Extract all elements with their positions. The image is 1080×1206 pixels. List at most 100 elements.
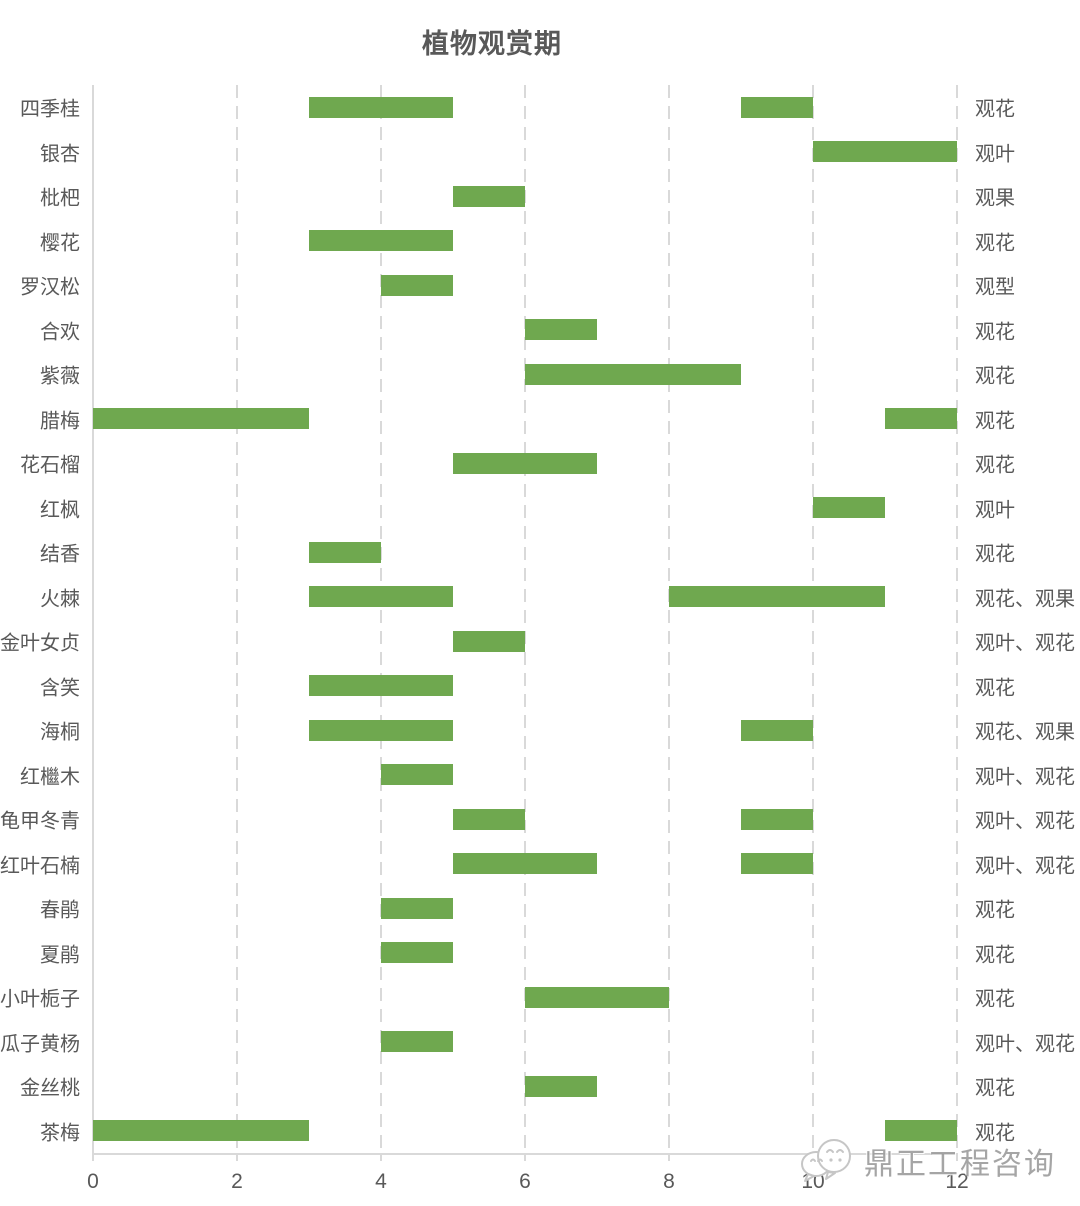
- x-tick-label: 6: [519, 1170, 531, 1193]
- x-tick-label: 4: [375, 1170, 387, 1193]
- ornamental-type-label: 观叶: [975, 143, 1015, 166]
- period-bar: [741, 96, 813, 118]
- plant-name-label: 瓜子黄杨: [0, 1033, 80, 1056]
- plant-name-label: 红叶石楠: [0, 855, 80, 878]
- x-tick-label: 0: [87, 1170, 99, 1193]
- plant-name-label: 金丝桃: [20, 1077, 80, 1100]
- period-bar: [453, 853, 597, 875]
- period-bar: [741, 808, 813, 830]
- gridline: [812, 85, 814, 1153]
- ornamental-type-label: 观叶、观花: [975, 632, 1075, 655]
- gridline: [956, 85, 958, 1153]
- x-tick-label: 8: [663, 1170, 675, 1193]
- plant-name-label: 花石榴: [20, 454, 80, 477]
- axis-tick: [956, 1153, 958, 1161]
- ornamental-type-label: 观花: [975, 321, 1015, 344]
- plant-name-label: 银杏: [40, 143, 80, 166]
- ornamental-type-label: 观花: [975, 1077, 1015, 1100]
- ornamental-type-label: 观花: [975, 454, 1015, 477]
- period-bar: [381, 1031, 453, 1053]
- gridline: [236, 85, 238, 1153]
- plant-name-label: 红枫: [40, 499, 80, 522]
- plant-name-label: 腊梅: [40, 410, 80, 433]
- plant-name-label: 夏鹃: [40, 944, 80, 967]
- x-axis-line: [92, 1153, 958, 1155]
- ornamental-type-label: 观型: [975, 276, 1015, 299]
- period-bar: [309, 230, 453, 252]
- plant-name-label: 合欢: [40, 321, 80, 344]
- period-bar: [453, 185, 525, 207]
- plant-name-label: 春鹃: [40, 899, 80, 922]
- plant-name-label: 结香: [40, 543, 80, 566]
- period-bar: [381, 897, 453, 919]
- x-tick-label: 12: [945, 1170, 969, 1193]
- period-bar: [453, 630, 525, 652]
- ornamental-type-label: 观果: [975, 187, 1015, 210]
- chart-title: 植物观赏期: [422, 29, 562, 59]
- period-bar: [813, 497, 885, 519]
- ornamental-type-label: 观花、观果: [975, 721, 1075, 744]
- plant-name-label: 金叶女贞: [0, 632, 80, 655]
- plant-name-label: 小叶栀子: [0, 988, 80, 1011]
- company-logo-icon: [801, 1139, 851, 1182]
- period-bar: [381, 942, 453, 964]
- ornamental-type-label: 观叶、观花: [975, 766, 1075, 789]
- gridline: [524, 85, 526, 1153]
- period-bar: [93, 1120, 309, 1142]
- axis-tick: [524, 1153, 526, 1161]
- period-bar: [381, 764, 453, 786]
- gridline: [92, 85, 94, 1153]
- plant-name-label: 紫薇: [40, 365, 80, 388]
- period-bar: [525, 1075, 597, 1097]
- axis-tick: [92, 1153, 94, 1161]
- plant-name-label: 红檵木: [20, 766, 80, 789]
- period-bar: [381, 274, 453, 296]
- ornamental-type-label: 观花: [975, 677, 1015, 700]
- axis-tick: [236, 1153, 238, 1161]
- ornamental-type-label: 观花: [975, 1122, 1015, 1145]
- period-bar: [525, 986, 669, 1008]
- plant-name-label: 罗汉松: [20, 276, 80, 299]
- period-bar: [741, 719, 813, 741]
- ornamental-type-label: 观叶、观花: [975, 1033, 1075, 1056]
- ornamental-type-label: 观叶: [975, 499, 1015, 522]
- axis-tick: [380, 1153, 382, 1161]
- plant-name-label: 海桐: [40, 721, 80, 744]
- plant-name-label: 樱花: [40, 232, 80, 255]
- period-bar: [885, 1120, 957, 1142]
- x-tick-label: 2: [231, 1170, 243, 1193]
- period-bar: [669, 586, 885, 608]
- ornamental-type-label: 观花: [975, 232, 1015, 255]
- ornamental-type-label: 观花: [975, 988, 1015, 1011]
- period-bar: [309, 719, 453, 741]
- ornamental-type-label: 观花: [975, 410, 1015, 433]
- ornamental-type-label: 观花: [975, 543, 1015, 566]
- period-bar: [525, 319, 597, 341]
- period-bar: [309, 675, 453, 697]
- ornamental-type-label: 观花: [975, 98, 1015, 121]
- ornamental-type-label: 观叶、观花: [975, 810, 1075, 833]
- plant-name-label: 茶梅: [40, 1122, 80, 1145]
- plant-name-label: 四季桂: [20, 98, 80, 121]
- plant-name-label: 龟甲冬青: [0, 810, 80, 833]
- period-bar: [525, 363, 741, 385]
- period-bar: [453, 452, 597, 474]
- plant-name-label: 含笑: [40, 677, 80, 700]
- gridline: [380, 85, 382, 1153]
- period-bar: [453, 808, 525, 830]
- period-bar: [813, 141, 957, 163]
- watermark-text: 鼎正工程咨询: [864, 1148, 1056, 1181]
- ornamental-type-label: 观花、观果: [975, 588, 1075, 611]
- period-bar: [309, 96, 453, 118]
- ornamental-type-label: 观花: [975, 944, 1015, 967]
- gridline: [668, 85, 670, 1153]
- ornamental-type-label: 观花: [975, 365, 1015, 388]
- axis-tick: [668, 1153, 670, 1161]
- period-bar: [741, 853, 813, 875]
- period-bar: [93, 408, 309, 430]
- plant-name-label: 枇杷: [40, 187, 80, 210]
- plant-name-label: 火棘: [40, 588, 80, 611]
- ornamental-type-label: 观叶、观花: [975, 855, 1075, 878]
- period-bar: [309, 541, 381, 563]
